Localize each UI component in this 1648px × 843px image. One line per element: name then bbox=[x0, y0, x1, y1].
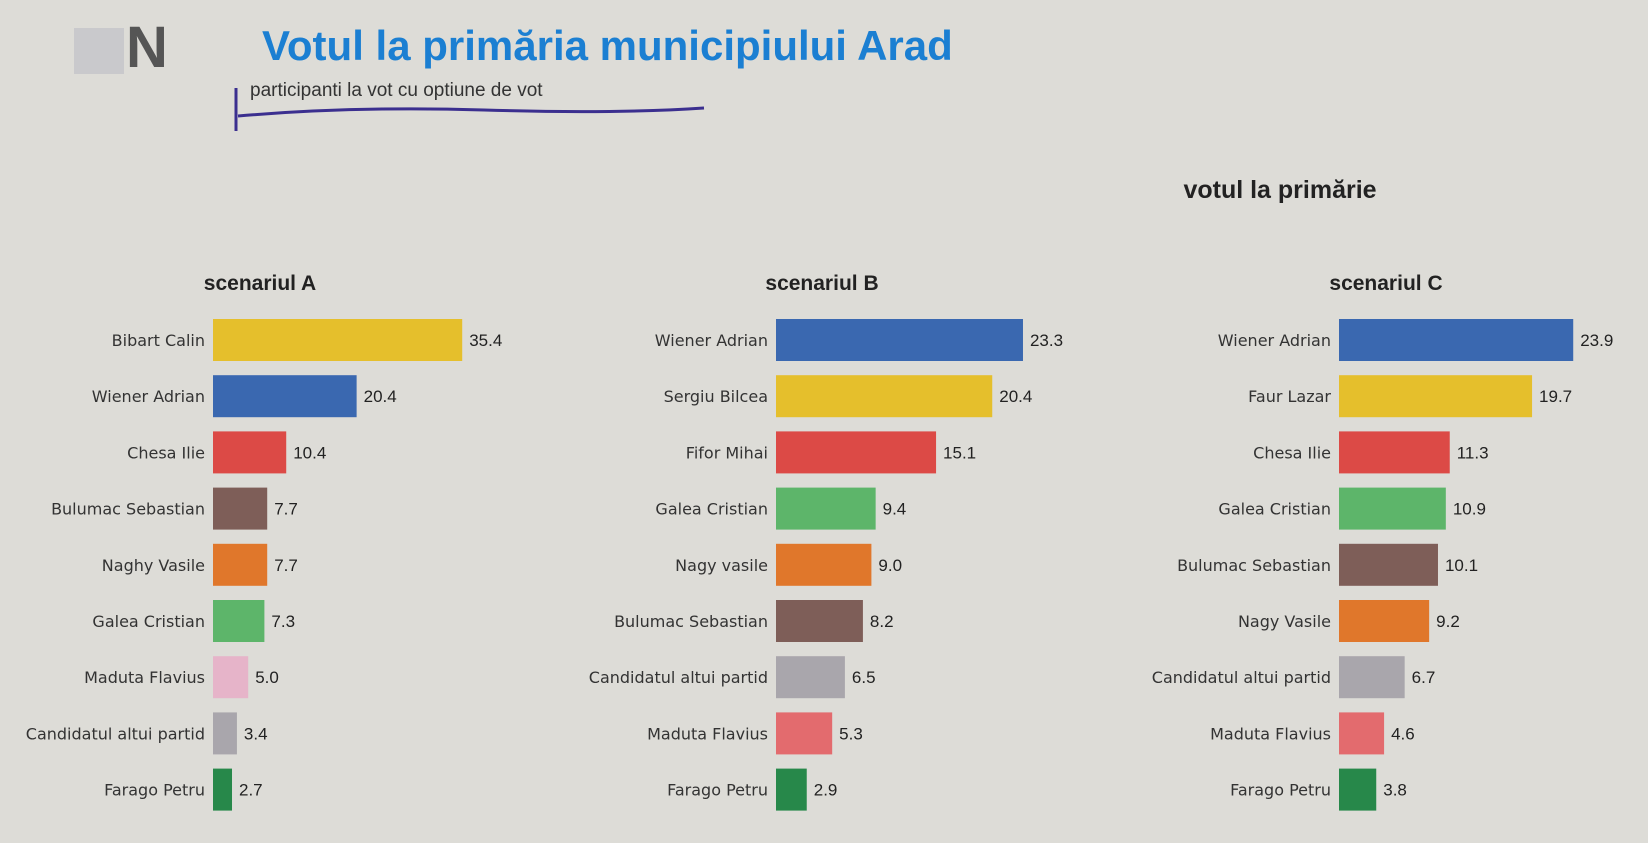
category-label: Wiener Adrian bbox=[1218, 331, 1331, 350]
data-label: 8.2 bbox=[870, 612, 894, 631]
data-label: 3.8 bbox=[1383, 781, 1407, 800]
data-label: 11.3 bbox=[1457, 443, 1489, 462]
category-label: Farago Petru bbox=[1230, 781, 1331, 800]
bar bbox=[213, 543, 268, 586]
bar bbox=[213, 487, 268, 530]
bar bbox=[213, 375, 357, 418]
category-label: Maduta Flavius bbox=[1210, 724, 1331, 743]
category-label: Bulumac Sebastian bbox=[1177, 556, 1331, 575]
data-label: 7.7 bbox=[274, 556, 298, 575]
page-subtitle: participanti la vot cu optiune de vot bbox=[250, 80, 543, 101]
pen-underline-mark bbox=[234, 88, 705, 131]
data-label: 35.4 bbox=[469, 331, 502, 350]
bar bbox=[776, 487, 876, 530]
category-label: Wiener Adrian bbox=[92, 387, 205, 406]
chart-title: scenariul C bbox=[1329, 272, 1442, 295]
bar bbox=[213, 431, 287, 474]
bar bbox=[776, 656, 845, 699]
category-label: Chesa Ilie bbox=[1253, 443, 1331, 462]
bar bbox=[776, 600, 863, 642]
category-label: Wiener Adrian bbox=[655, 331, 768, 350]
data-label: 4.6 bbox=[1391, 724, 1415, 743]
category-label: Galea Cristian bbox=[1218, 500, 1331, 519]
chart-panel-2: scenariul B Wiener Adrian 23.3 Sergiu Bilce… bbox=[589, 272, 1063, 811]
bar bbox=[1339, 600, 1430, 642]
data-label: 10.9 bbox=[1453, 500, 1486, 519]
data-label: 15.1 bbox=[943, 443, 976, 462]
chart-panel-1: scenariul A Bibart Calin 35.4 Wiener Adrian… bbox=[26, 272, 502, 811]
bar bbox=[1339, 543, 1438, 586]
data-label: 7.7 bbox=[274, 500, 298, 519]
category-label: Galea Cristian bbox=[655, 500, 768, 519]
category-label: Fifor Mihai bbox=[686, 443, 768, 462]
section-title: votul la primărie bbox=[1183, 176, 1377, 204]
category-label: Maduta Flavius bbox=[84, 668, 205, 687]
bar bbox=[1339, 768, 1377, 811]
bar bbox=[1339, 375, 1533, 418]
bar bbox=[213, 319, 463, 361]
category-label: Farago Petru bbox=[104, 781, 205, 800]
bar bbox=[776, 431, 937, 474]
bar bbox=[776, 319, 1023, 361]
chart-title: scenariul A bbox=[204, 272, 316, 295]
data-label: 6.7 bbox=[1412, 668, 1436, 687]
category-label: Farago Petru bbox=[667, 781, 768, 800]
data-label: 23.3 bbox=[1030, 331, 1063, 350]
category-label: Sergiu Bilcea bbox=[664, 387, 768, 406]
data-label: 5.0 bbox=[255, 668, 279, 687]
category-label: Nagy Vasile bbox=[1238, 612, 1331, 631]
data-label: 20.4 bbox=[364, 387, 397, 406]
category-label: Bulumac Sebastian bbox=[614, 612, 768, 631]
data-label: 23.9 bbox=[1580, 331, 1613, 350]
data-label: 9.2 bbox=[1436, 612, 1460, 631]
category-label: Faur Lazar bbox=[1248, 387, 1331, 406]
bar bbox=[213, 656, 249, 699]
page-title: Votul la primăria municipiului Arad bbox=[262, 22, 953, 69]
bar bbox=[1339, 656, 1405, 699]
category-label: Chesa Ilie bbox=[127, 443, 205, 462]
chart-title: scenariul B bbox=[765, 272, 878, 295]
category-label: Bibart Calin bbox=[112, 331, 205, 350]
category-label: Candidatul altui partid bbox=[1152, 668, 1331, 687]
bar bbox=[776, 768, 807, 811]
bar bbox=[213, 768, 233, 811]
category-label: Nagy vasile bbox=[675, 556, 768, 575]
logo-letter: N bbox=[126, 15, 168, 80]
category-label: Candidatul altui partid bbox=[26, 724, 205, 743]
data-label: 2.9 bbox=[814, 781, 838, 800]
data-label: 10.4 bbox=[293, 443, 326, 462]
logo: N bbox=[74, 15, 184, 80]
data-label: 9.0 bbox=[878, 556, 902, 575]
data-label: 9.4 bbox=[883, 500, 907, 519]
category-label: Naghy Vasile bbox=[102, 556, 205, 575]
data-label: 3.4 bbox=[244, 724, 268, 743]
category-label: Maduta Flavius bbox=[647, 724, 768, 743]
bar bbox=[1339, 319, 1574, 361]
data-label: 7.3 bbox=[271, 612, 295, 631]
data-label: 6.5 bbox=[852, 668, 876, 687]
bar bbox=[1339, 487, 1446, 530]
data-label: 10.1 bbox=[1445, 556, 1478, 575]
chart-panel-3: scenariul C Wiener Adrian 23.9 Faur Lazar 19… bbox=[1152, 272, 1613, 811]
bar bbox=[1339, 712, 1385, 755]
category-label: Candidatul altui partid bbox=[589, 668, 768, 687]
logo-square bbox=[74, 28, 124, 74]
bar bbox=[213, 600, 265, 642]
category-label: Galea Cristian bbox=[92, 612, 205, 631]
data-label: 5.3 bbox=[839, 724, 863, 743]
data-label: 19.7 bbox=[1539, 387, 1572, 406]
bar bbox=[213, 712, 237, 755]
data-label: 2.7 bbox=[239, 781, 263, 800]
data-label: 20.4 bbox=[999, 387, 1032, 406]
bar bbox=[776, 375, 993, 418]
bar bbox=[776, 543, 872, 586]
category-label: Bulumac Sebastian bbox=[51, 500, 205, 519]
bar bbox=[1339, 431, 1450, 474]
bar bbox=[776, 712, 833, 755]
